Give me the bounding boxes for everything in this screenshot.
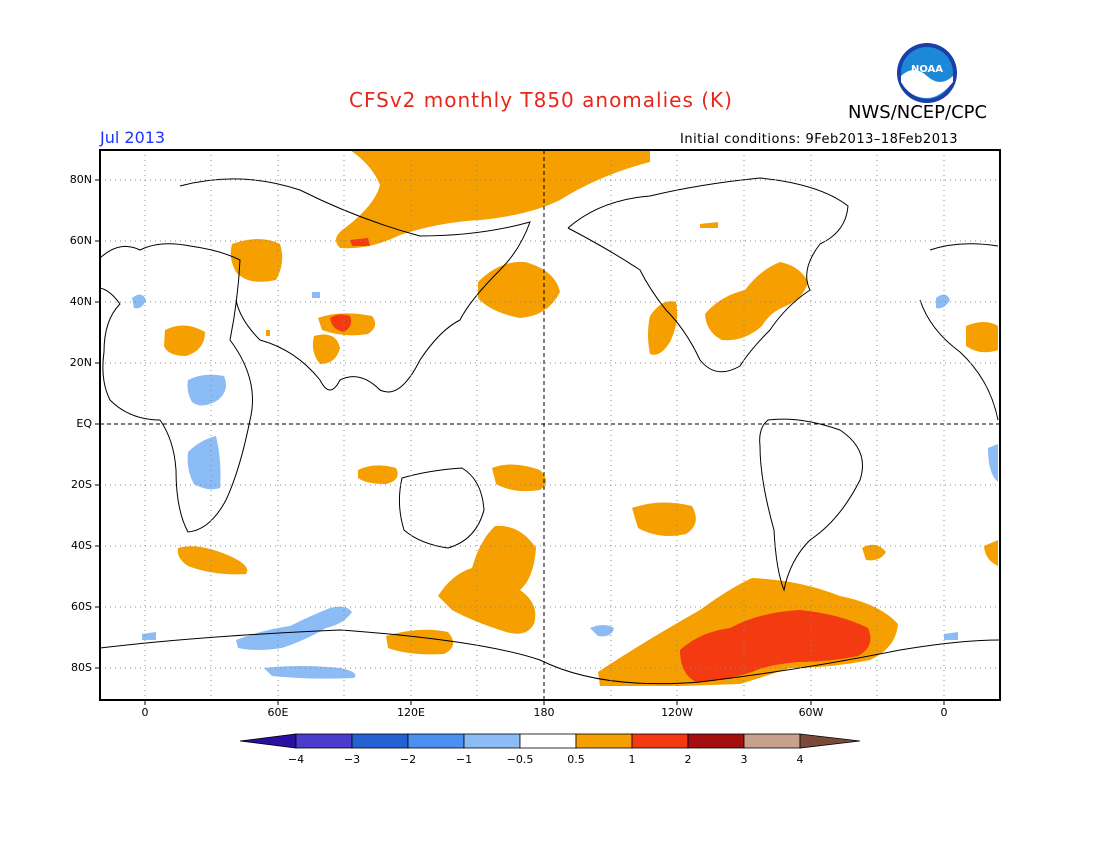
lat-label: 60S [71, 600, 92, 613]
colorbar-label: 1 [628, 753, 636, 766]
graticule [100, 150, 1000, 700]
colorbar-label: 3 [740, 753, 748, 766]
warm-anomaly-regions [164, 150, 998, 686]
colorbar [239, 733, 861, 749]
colorbar-label: 4 [796, 753, 804, 766]
colorbar-bin-5 [463, 733, 521, 749]
lat-label: EQ [76, 417, 92, 430]
colorbar-label: −2 [399, 753, 417, 766]
forecast-month: Jul 2013 [100, 128, 166, 147]
colorbar-bin-1 [239, 733, 297, 749]
continent-outlines [99, 177, 1001, 685]
lat-label: 40S [71, 539, 92, 552]
colorbar-bin-7 [575, 733, 633, 749]
colorbar-bin-4 [407, 733, 465, 749]
reference-lines [100, 150, 1000, 700]
lon-label: 60W [798, 706, 824, 719]
chart-title: CFSv2 monthly T850 anomalies (K) [349, 88, 733, 112]
lon-label: 0 [141, 706, 149, 719]
colorbar-label: −3 [343, 753, 361, 766]
tick-marks [95, 179, 945, 705]
strong-warm-anomaly-regions [330, 238, 871, 682]
lat-label: 80S [71, 661, 92, 674]
colorbar-bin-9 [687, 733, 745, 749]
initial-conditions: Initial conditions: 9Feb2013–18Feb2013 [680, 132, 959, 147]
lat-label: 60N [69, 234, 92, 247]
lon-label: 120E [397, 706, 425, 719]
organization-label: NWS/NCEP/CPC [848, 102, 988, 123]
colorbar-bin-8 [631, 733, 689, 749]
cool-anomaly-regions [132, 292, 998, 679]
logo-text: NOAA [911, 64, 943, 75]
noaa-logo: NOAA [897, 43, 957, 103]
lon-label: 0 [940, 706, 948, 719]
colorbar-label: −0.5 [506, 753, 534, 766]
colorbar-bin-6 [519, 733, 577, 749]
lat-label: 20N [69, 356, 92, 369]
colorbar-label: −4 [287, 753, 305, 766]
colorbar-bin-3 [351, 733, 409, 749]
colorbar-bin-11 [799, 733, 861, 749]
colorbar-label: −1 [455, 753, 473, 766]
lon-label: 60E [267, 706, 289, 719]
lon-label: 180 [533, 706, 555, 719]
colorbar-label: 2 [684, 753, 692, 766]
lat-label: 80N [69, 173, 92, 186]
lat-label: 20S [71, 478, 92, 491]
map-frame [99, 149, 1001, 701]
colorbar-bin-2 [295, 733, 353, 749]
colorbar-bin-10 [743, 733, 801, 749]
colorbar-label: 0.5 [567, 753, 585, 766]
lon-label: 120W [661, 706, 693, 719]
lat-label: 40N [69, 295, 92, 308]
